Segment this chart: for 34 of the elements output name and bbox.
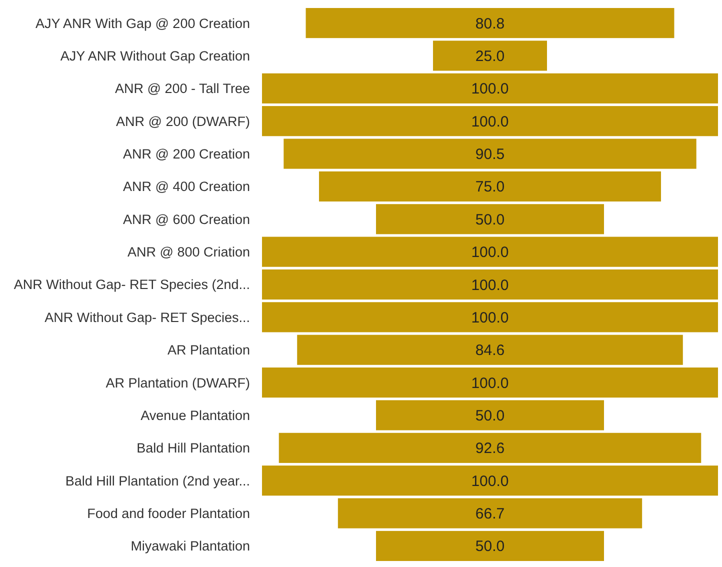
category-label: ANR @ 200 (DWARF) <box>116 114 250 129</box>
category-label: AJY ANR Without Gap Creation <box>60 48 250 64</box>
data-label: 100.0 <box>471 374 509 392</box>
data-label: 100.0 <box>471 244 509 262</box>
category-label: AJY ANR With Gap @ 200 Creation <box>35 16 250 31</box>
category-label: ANR Without Gap- RET Species... <box>44 310 250 325</box>
data-label: 75.0 <box>475 178 505 196</box>
category-label: ANR @ 200 - Tall Tree <box>114 81 250 96</box>
data-label: 100.0 <box>471 309 509 326</box>
category-label: ANR @ 400 Creation <box>122 179 250 194</box>
category-label: ANR @ 800 Criation <box>127 244 250 260</box>
data-label: 100.0 <box>471 80 509 98</box>
data-label: 84.6 <box>475 342 505 360</box>
data-label: 80.8 <box>475 15 505 32</box>
category-label: AR Plantation <box>167 342 250 358</box>
category-label: Miyawaki Plantation <box>130 538 250 554</box>
data-label: 66.7 <box>475 506 505 523</box>
category-label: ANR Without Gap- RET Species (2nd... <box>14 277 250 292</box>
category-label: Food and fooder Plantation <box>87 506 250 522</box>
data-label: 92.6 <box>475 440 505 458</box>
data-label: 50.0 <box>475 538 505 556</box>
data-label: 90.5 <box>475 146 505 164</box>
data-label: 100.0 <box>471 276 509 294</box>
data-label: 25.0 <box>475 48 505 65</box>
category-label: ANR @ 600 Creation <box>122 212 250 227</box>
category-label: Bald Hill Plantation <box>136 440 250 456</box>
data-label: 50.0 <box>475 211 505 228</box>
category-label: ANR @ 200 Creation <box>122 146 250 162</box>
data-label: 50.0 <box>475 407 505 424</box>
category-label: Avenue Plantation <box>140 408 250 423</box>
category-label: AR Plantation (DWARF) <box>106 375 250 390</box>
category-label: Bald Hill Plantation (2nd year... <box>65 473 250 488</box>
data-label: 100.0 <box>471 472 509 490</box>
data-label: 100.0 <box>471 113 509 130</box>
